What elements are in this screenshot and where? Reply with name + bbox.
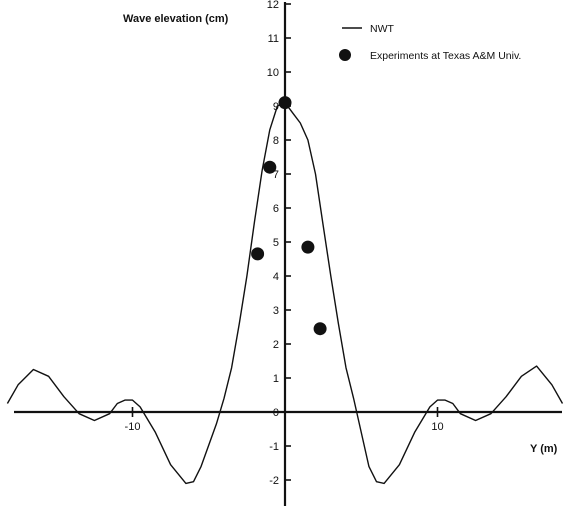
series-layer <box>6 96 564 485</box>
legend-marker-swatch <box>339 49 351 61</box>
y-tick-label: 4 <box>273 271 279 283</box>
labels-layer: Wave elevation (cm) Y (m) <box>123 13 558 455</box>
legend-label-nwt: NWT <box>370 23 394 35</box>
y-tick-label: 0 <box>273 407 279 419</box>
data-point-experiment <box>263 160 277 174</box>
legend: NWT Experiments at Texas A&M Univ. <box>339 23 521 62</box>
y-tick-label: 7 <box>273 169 279 181</box>
legend-label-experiments: Experiments at Texas A&M Univ. <box>370 50 521 62</box>
y-tick-label: -1 <box>269 441 279 453</box>
data-point-experiment <box>278 96 292 110</box>
y-tick-label: 3 <box>273 305 279 317</box>
x-axis-title: Y (m) <box>530 443 558 455</box>
x-tick-label: 10 <box>431 421 443 433</box>
y-tick-label: -2 <box>269 475 279 487</box>
y-tick-label: 6 <box>273 203 279 215</box>
data-point-experiment <box>301 240 315 254</box>
y-tick-label: 9 <box>273 101 279 113</box>
y-axis-title: Wave elevation (cm) <box>123 13 229 25</box>
data-point-experiment <box>313 322 327 336</box>
y-tick-label: 12 <box>267 0 279 11</box>
y-tick-label: 10 <box>267 67 279 79</box>
y-tick-label: 11 <box>268 33 279 45</box>
data-point-experiment <box>251 247 265 261</box>
y-tick-label: 2 <box>273 339 279 351</box>
y-tick-label: 5 <box>273 237 279 249</box>
y-tick-label: 1 <box>273 373 279 385</box>
x-tick-label: -10 <box>125 421 141 433</box>
y-tick-label: 8 <box>273 135 279 147</box>
